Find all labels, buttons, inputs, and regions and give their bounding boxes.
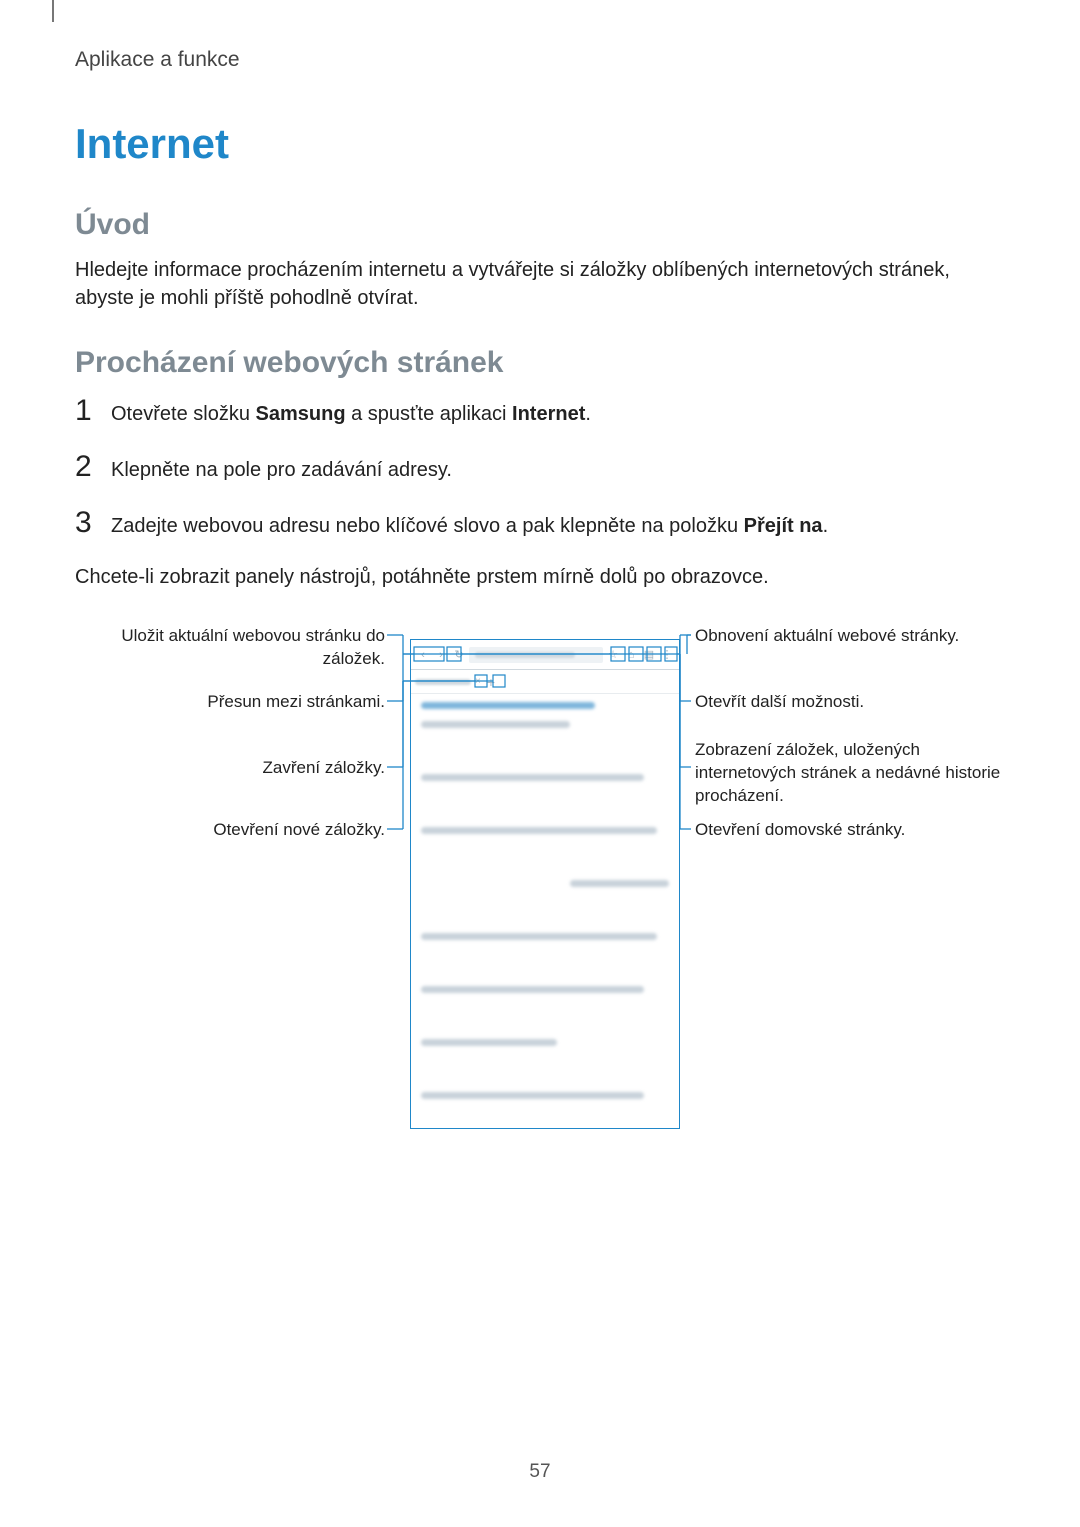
refresh-icon: ↻ bbox=[451, 647, 467, 663]
page-title: Internet bbox=[75, 120, 1005, 168]
browser-mockup: ‹ › ↻ ☆ ⌂ ▤ ⋮ × + bbox=[410, 639, 680, 1129]
page-number: 57 bbox=[0, 1461, 1080, 1483]
step-2: 2 Klepněte na pole pro zadávání adresy. bbox=[75, 450, 1005, 484]
step-1: 1 Otevřete složku Samsung a spusťte apli… bbox=[75, 394, 1005, 428]
tab-strip: × + bbox=[411, 670, 679, 694]
bookmarks-icon: ▤ bbox=[641, 647, 657, 663]
callout-bookmark: Uložit aktuální webovou stránku do zálož… bbox=[105, 625, 385, 671]
browser-diagram: ‹ › ↻ ☆ ⌂ ▤ ⋮ × + bbox=[75, 619, 1005, 1179]
new-tab-icon: + bbox=[487, 674, 495, 690]
step-text: Klepněte na pole pro zadávání adresy. bbox=[111, 456, 452, 484]
section-intro-heading: Úvod bbox=[75, 208, 1005, 242]
step-text: Zadejte webovou adresu nebo klíčové slov… bbox=[111, 512, 828, 540]
page-content-mock bbox=[411, 694, 679, 1119]
callout-home: Otevření domovské stránky. bbox=[695, 819, 985, 842]
step-number: 3 bbox=[75, 506, 111, 540]
callout-new-tab: Otevření nové záložky. bbox=[105, 819, 385, 842]
back-icon: ‹ bbox=[415, 647, 431, 663]
close-tab-icon: × bbox=[475, 676, 481, 687]
section-browsing-heading: Procházení webových stránek bbox=[75, 346, 1005, 380]
step-number: 2 bbox=[75, 450, 111, 484]
callout-nav: Přesun mezi stránkami. bbox=[105, 691, 385, 714]
browser-tab: × bbox=[415, 676, 481, 687]
step-number: 1 bbox=[75, 394, 111, 428]
toolbars-note: Chcete-li zobrazit panely nástrojů, potá… bbox=[75, 566, 1005, 589]
breadcrumb: Aplikace a funkce bbox=[75, 48, 1005, 72]
callout-more: Otevřít další možnosti. bbox=[695, 691, 985, 714]
forward-icon: › bbox=[433, 647, 449, 663]
callout-refresh: Obnovení aktuální webové stránky. bbox=[695, 625, 985, 648]
page-top-mark bbox=[52, 0, 54, 22]
address-bar bbox=[469, 647, 603, 663]
callout-close-tab: Zavření záložky. bbox=[105, 757, 385, 780]
more-icon: ⋮ bbox=[659, 647, 675, 663]
browser-toolbar: ‹ › ↻ ☆ ⌂ ▤ ⋮ bbox=[411, 640, 679, 670]
step-3: 3 Zadejte webovou adresu nebo klíčové sl… bbox=[75, 506, 1005, 540]
steps-list: 1 Otevřete složku Samsung a spusťte apli… bbox=[75, 394, 1005, 540]
star-icon: ☆ bbox=[605, 647, 621, 663]
intro-text: Hledejte informace procházením internetu… bbox=[75, 256, 1005, 312]
step-text: Otevřete složku Samsung a spusťte aplika… bbox=[111, 400, 591, 428]
home-icon: ⌂ bbox=[623, 647, 639, 663]
callout-bookmarks: Zobrazení záložek, uložených internetový… bbox=[695, 739, 1005, 808]
